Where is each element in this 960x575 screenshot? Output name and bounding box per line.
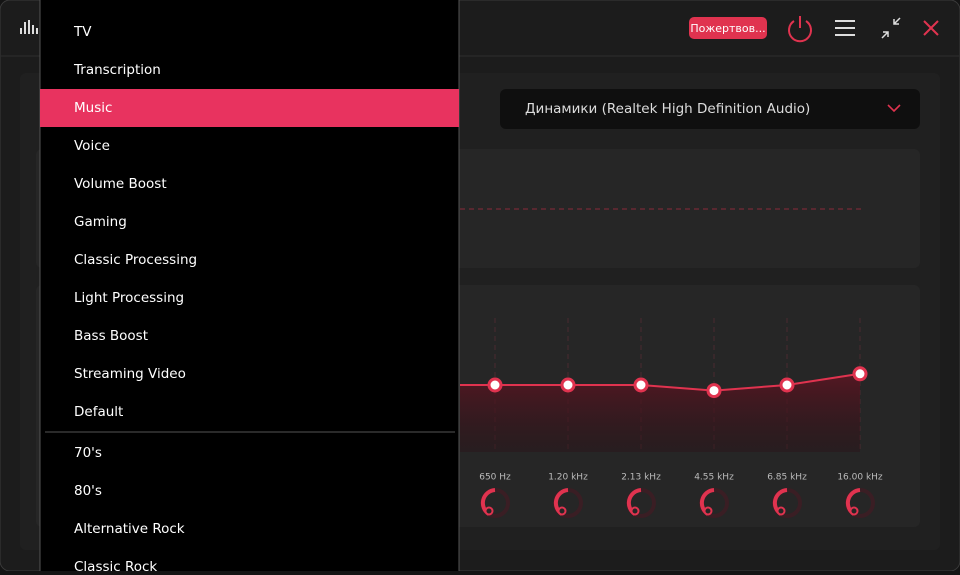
menu-item-label: Default xyxy=(74,404,123,420)
menu-item[interactable] xyxy=(40,13,459,51)
close-button[interactable] xyxy=(923,20,939,36)
menu-item-label: Alternative Rock xyxy=(74,521,185,537)
menu-item-label: Classic Processing xyxy=(74,252,197,268)
eq-area xyxy=(460,373,860,452)
menu-item-label: 80's xyxy=(74,483,102,499)
menu-item-label: Streaming Video xyxy=(74,366,186,382)
menu-item-label: Music xyxy=(74,100,112,116)
menu-item-label: Voice xyxy=(74,138,110,154)
menu-item-label: Classic Rock xyxy=(74,559,157,571)
eq-point[interactable] xyxy=(852,366,868,382)
menu-item-label: Gaming xyxy=(74,214,127,230)
device-select[interactable] xyxy=(500,89,920,129)
eq-point[interactable] xyxy=(560,377,576,393)
band-knob-dot xyxy=(557,506,567,516)
band-label: 6.85 kHz xyxy=(767,473,807,483)
band-knob-dot xyxy=(776,506,786,516)
menu-item[interactable] xyxy=(40,472,459,510)
band-label: 2.13 kHz xyxy=(621,473,661,483)
menu-item-selected[interactable] xyxy=(40,89,459,127)
band-label: 16.00 kHz xyxy=(837,473,883,483)
band-knob-dot xyxy=(703,506,713,516)
menu-button[interactable] xyxy=(835,20,855,36)
eq-point[interactable] xyxy=(706,383,722,399)
eq-point[interactable] xyxy=(487,377,503,393)
app-icon xyxy=(20,20,38,34)
eq-point[interactable] xyxy=(779,377,795,393)
menu-item-label: TV xyxy=(73,24,92,40)
band-label: 650 Hz xyxy=(479,473,511,483)
eq-point[interactable] xyxy=(633,377,649,393)
band-knob-dot xyxy=(849,506,859,516)
compact-button[interactable] xyxy=(881,17,901,39)
band-label: 4.55 kHz xyxy=(694,473,734,483)
device-label: Динамики (Realtek High Definition Audio) xyxy=(525,101,810,117)
dropdown-arrow xyxy=(887,104,901,113)
menu-item-label: 70's xyxy=(74,445,102,461)
menu-item-label: Transcription xyxy=(73,62,161,78)
band-knob-dot xyxy=(630,506,640,516)
menu-item-label: Volume Boost xyxy=(74,176,167,192)
donate-label: Пожертвов... xyxy=(690,22,765,35)
donate-button[interactable] xyxy=(689,17,767,39)
menu-item-label: Bass Boost xyxy=(74,328,148,344)
menu-item-label: Light Processing xyxy=(74,290,184,306)
band-label: 1.20 kHz xyxy=(548,473,588,483)
power-button[interactable] xyxy=(788,16,812,43)
menu-item[interactable] xyxy=(40,434,459,472)
band-knob-dot xyxy=(484,506,494,516)
